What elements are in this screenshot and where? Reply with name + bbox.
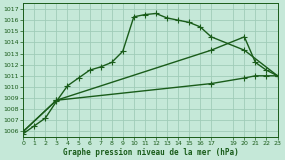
X-axis label: Graphe pression niveau de la mer (hPa): Graphe pression niveau de la mer (hPa) (62, 148, 238, 156)
